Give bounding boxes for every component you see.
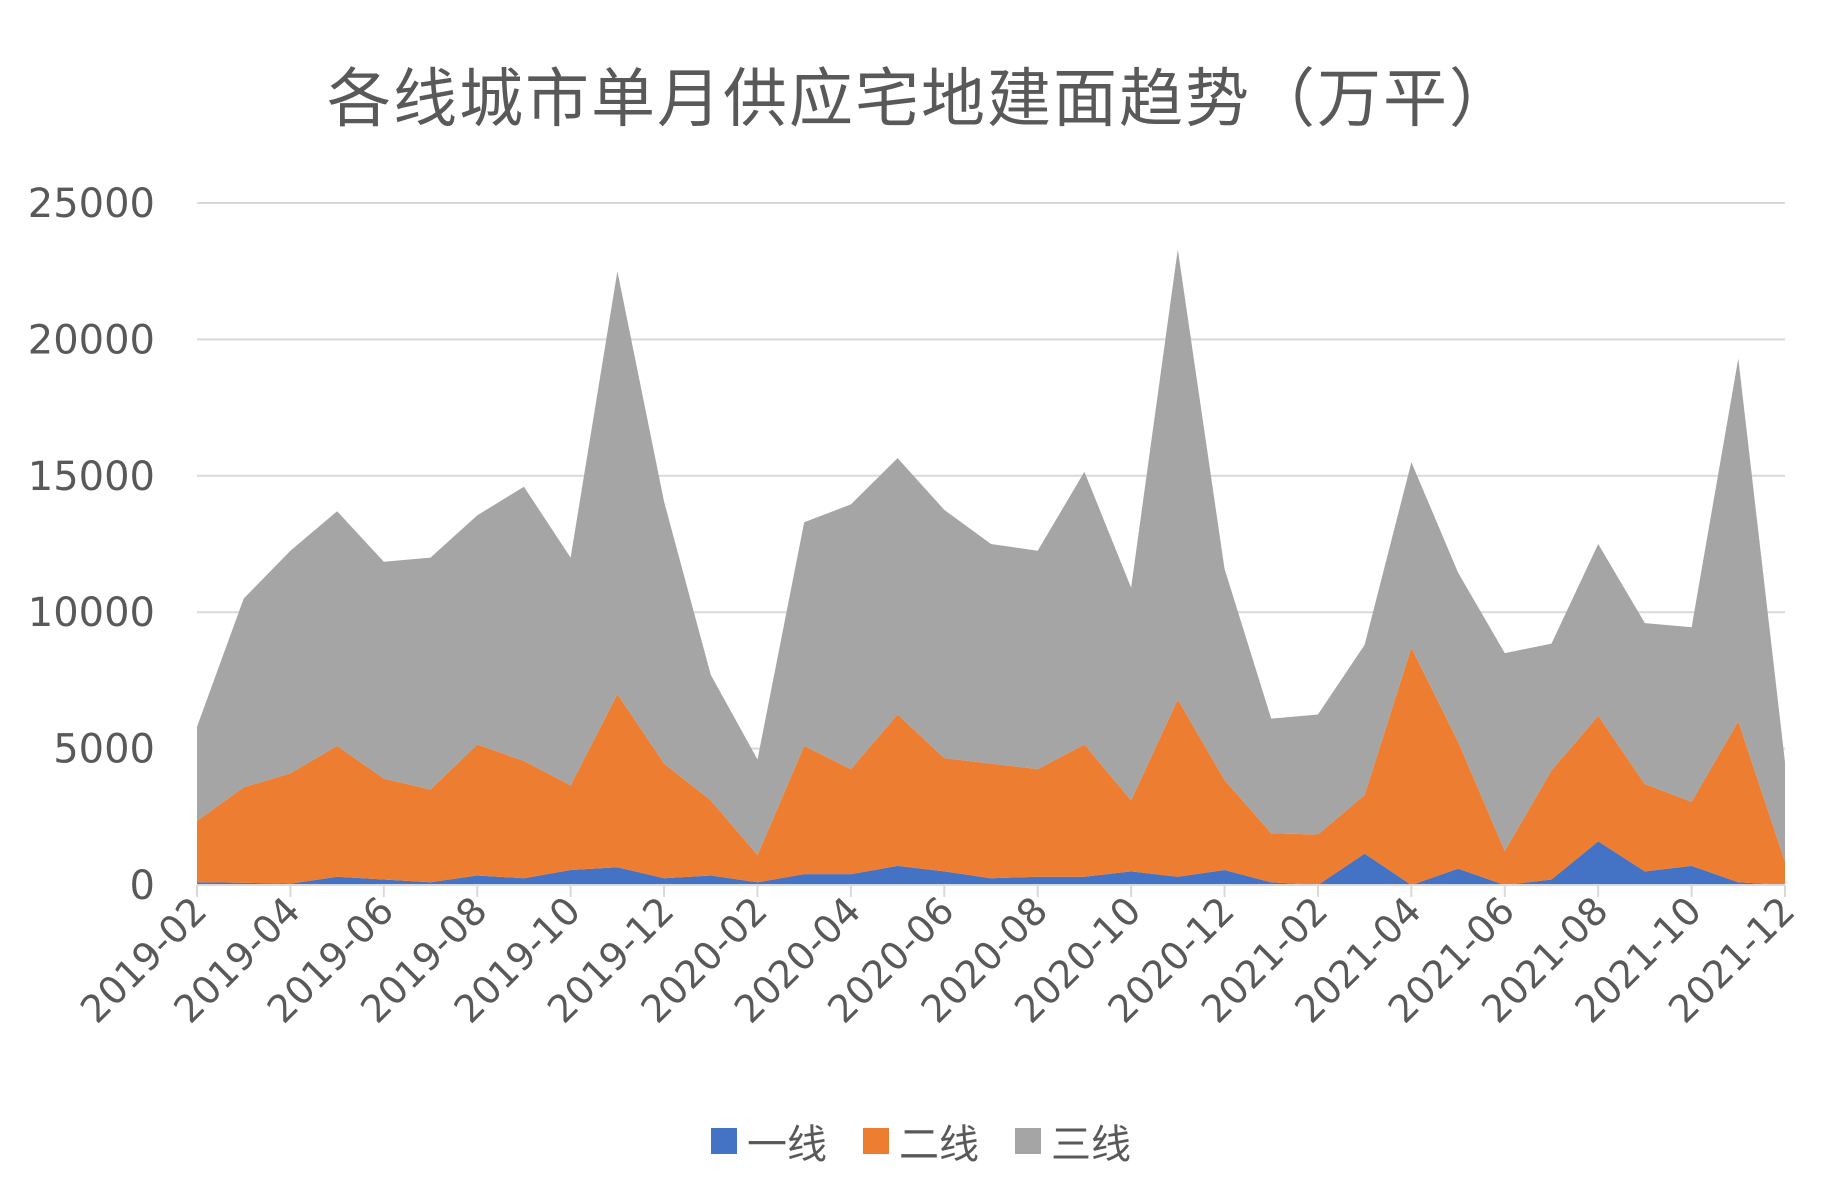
y-tick-label: 20000 (28, 317, 155, 363)
legend-item-2: 二线 (863, 1112, 979, 1170)
chart-title: 各线城市单月供应宅地建面趋势（万平） (327, 63, 1515, 137)
area-series (197, 249, 1785, 885)
legend-swatch (711, 1128, 737, 1154)
y-tick-label: 25000 (28, 181, 155, 227)
legend: 一线 二线 三线 (0, 1112, 1842, 1170)
y-tick-label: 10000 (28, 590, 155, 636)
area-series-2 (197, 647, 1785, 885)
y-tick-label: 5000 (53, 727, 155, 773)
axes: 05000100001500020000250002019-022019-042… (28, 181, 1804, 1032)
area-series-3 (197, 249, 1785, 862)
legend-label: 一线 (747, 1122, 827, 1168)
legend-label: 三线 (1051, 1122, 1131, 1168)
legend-item-1: 一线 (711, 1112, 827, 1170)
legend-item-3: 三线 (1015, 1112, 1131, 1170)
legend-swatch (1015, 1128, 1041, 1154)
area-series-1 (197, 841, 1785, 885)
y-tick-label: 0 (130, 863, 155, 909)
legend-swatch (863, 1128, 889, 1154)
legend-label: 二线 (899, 1122, 979, 1168)
y-tick-label: 15000 (28, 454, 155, 500)
